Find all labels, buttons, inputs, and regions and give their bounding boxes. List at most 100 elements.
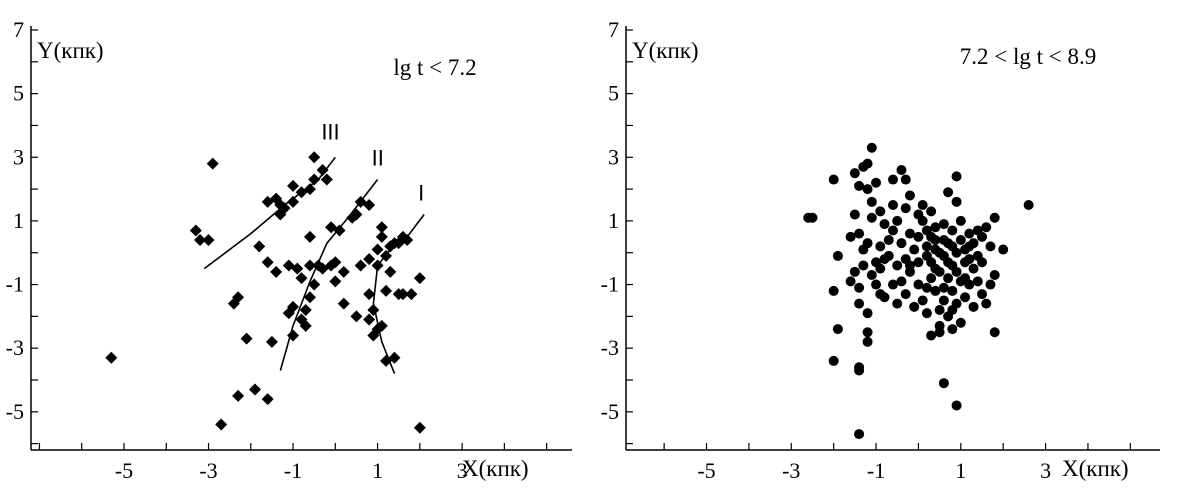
age-range-annotation: lg t < 7.2 xyxy=(393,55,476,80)
data-point xyxy=(380,354,393,367)
data-point xyxy=(227,297,240,310)
data-point xyxy=(879,219,890,230)
data-point xyxy=(854,180,865,191)
data-point xyxy=(900,203,911,214)
data-point xyxy=(405,288,418,301)
data-point xyxy=(832,250,843,261)
data-point xyxy=(977,257,987,268)
data-point xyxy=(854,282,865,293)
data-point xyxy=(926,206,937,217)
data-point xyxy=(363,288,376,301)
data-point xyxy=(955,317,966,328)
data-point xyxy=(938,378,949,389)
data-point xyxy=(849,168,860,179)
data-point xyxy=(375,221,388,234)
data-point xyxy=(926,273,937,284)
data-point xyxy=(261,393,274,406)
data-point xyxy=(989,212,1000,223)
curve-label-ii: II xyxy=(372,146,384,171)
data-point xyxy=(320,173,333,186)
data-point xyxy=(363,199,376,211)
curve-label-iii: III xyxy=(321,119,339,144)
data-point xyxy=(375,230,388,243)
data-point xyxy=(287,179,300,192)
data-point xyxy=(909,301,920,312)
data-point xyxy=(215,418,228,431)
x-tick-label: -1 xyxy=(867,458,885,483)
data-point xyxy=(989,327,1000,338)
data-point xyxy=(249,383,262,396)
data-point xyxy=(875,241,886,252)
data-point xyxy=(921,250,932,261)
data-point xyxy=(955,235,966,245)
data-point xyxy=(930,263,941,274)
data-point xyxy=(367,304,380,316)
data-point xyxy=(862,336,873,347)
y-tick-label: 5 xyxy=(13,81,24,106)
x-axis-label: X(кпк) xyxy=(1062,456,1129,481)
data-point xyxy=(862,308,873,319)
x-tick-label: -5 xyxy=(697,458,715,483)
data-point xyxy=(253,240,266,253)
x-tick-label: 3 xyxy=(457,458,468,483)
data-point xyxy=(299,304,312,316)
data-point xyxy=(892,215,903,226)
data-point xyxy=(206,157,219,170)
data-point xyxy=(938,219,949,230)
data-point xyxy=(308,278,321,291)
data-point xyxy=(947,324,958,335)
data-point xyxy=(329,275,342,288)
y-tick-label: -1 xyxy=(6,272,24,297)
y-tick-label: 7 xyxy=(608,17,619,42)
data-point xyxy=(350,208,363,221)
data-point xyxy=(858,260,869,271)
data-point xyxy=(921,308,932,319)
data-point xyxy=(308,173,321,186)
data-point xyxy=(308,151,321,164)
data-point xyxy=(998,244,1009,255)
data-point xyxy=(287,329,300,342)
data-point xyxy=(316,164,329,176)
y-tick-label: -3 xyxy=(6,335,24,360)
data-point xyxy=(261,256,274,269)
data-point xyxy=(871,177,882,188)
data-point xyxy=(921,241,932,252)
data-point xyxy=(913,279,924,290)
data-point xyxy=(845,276,856,287)
data-point xyxy=(240,332,253,345)
data-point xyxy=(951,171,962,182)
data-point xyxy=(367,329,380,342)
data-point xyxy=(265,335,278,348)
data-point xyxy=(333,224,346,237)
data-point xyxy=(938,282,949,293)
y-tick-label: 1 xyxy=(13,208,24,233)
data-point xyxy=(303,259,316,272)
data-point xyxy=(871,257,882,268)
data-point xyxy=(354,259,367,272)
data-point xyxy=(401,234,414,246)
data-point xyxy=(350,310,363,323)
y-tick-label: 3 xyxy=(13,144,24,169)
data-point xyxy=(955,215,966,226)
data-point xyxy=(943,273,954,284)
data-point xyxy=(943,257,954,268)
data-point xyxy=(854,298,865,309)
y-tick-label: -5 xyxy=(601,399,619,424)
data-point xyxy=(194,234,207,246)
data-point xyxy=(232,389,245,402)
data-point xyxy=(926,231,937,242)
data-point xyxy=(413,272,426,285)
data-point xyxy=(875,206,886,217)
y-axis-label: Y(кпк) xyxy=(632,38,699,63)
data-point xyxy=(917,200,928,210)
data-point xyxy=(871,279,882,290)
data-point xyxy=(380,249,393,262)
data-point xyxy=(960,292,971,303)
data-point xyxy=(1023,200,1034,210)
data-point xyxy=(299,319,312,332)
data-point xyxy=(854,365,865,376)
left-panel-lg-t-below-7-2: -5 -3 -1 1 3 7 5 3 1 -1 -3 -5 Y(кпк) X(кпк) lg t < 7.2… xyxy=(6,17,572,483)
data-point xyxy=(337,265,350,278)
data-point xyxy=(913,209,924,220)
